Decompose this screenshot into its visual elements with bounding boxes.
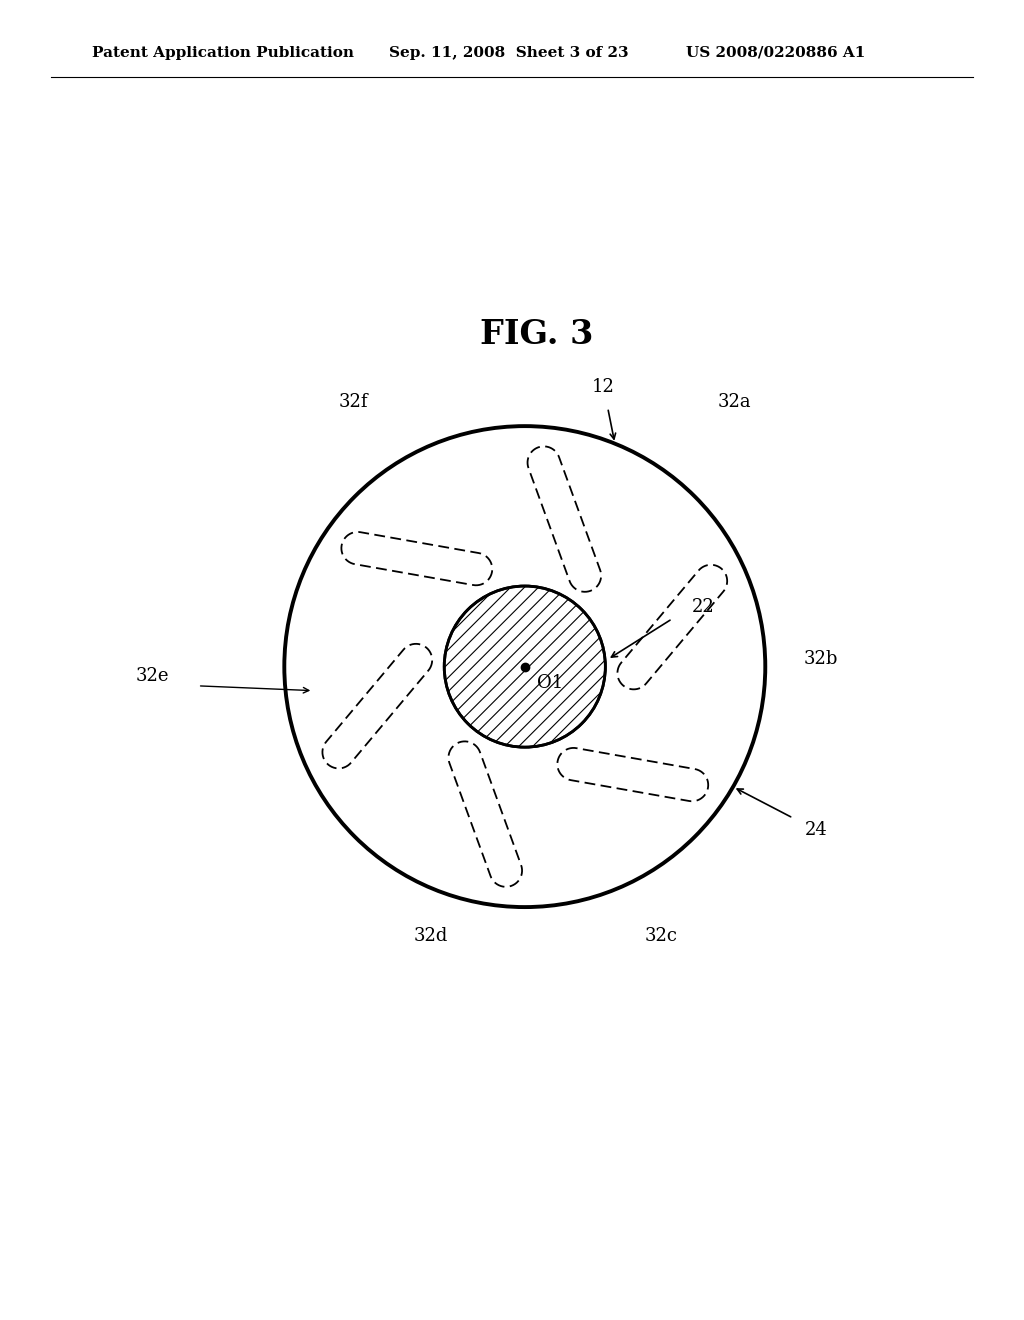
- Circle shape: [444, 586, 605, 747]
- Text: 22: 22: [691, 598, 715, 615]
- Text: 32f: 32f: [339, 393, 369, 411]
- Text: O1: O1: [537, 673, 563, 692]
- Text: 32d: 32d: [414, 927, 447, 945]
- Text: 24: 24: [805, 821, 828, 840]
- Text: 32e: 32e: [135, 667, 169, 685]
- Text: 32b: 32b: [804, 651, 838, 668]
- Text: Sep. 11, 2008  Sheet 3 of 23: Sep. 11, 2008 Sheet 3 of 23: [389, 46, 629, 59]
- Text: 32c: 32c: [645, 927, 678, 945]
- Text: US 2008/0220886 A1: US 2008/0220886 A1: [686, 46, 865, 59]
- Text: FIG. 3: FIG. 3: [480, 318, 594, 351]
- Text: 12: 12: [592, 378, 614, 396]
- Text: Patent Application Publication: Patent Application Publication: [92, 46, 354, 59]
- Text: 32a: 32a: [717, 393, 751, 411]
